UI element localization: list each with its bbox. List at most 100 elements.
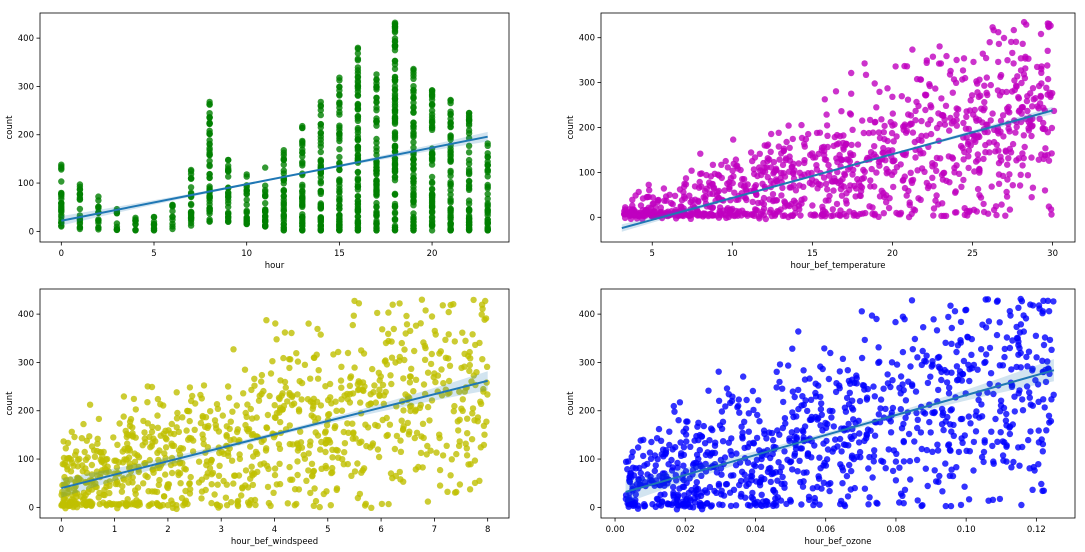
data-point bbox=[295, 408, 303, 415]
data-point bbox=[826, 192, 833, 200]
x-tick-label: 0.08 bbox=[886, 525, 905, 535]
data-point bbox=[675, 212, 682, 220]
data-point bbox=[348, 472, 355, 479]
data-point bbox=[326, 439, 334, 446]
data-point bbox=[822, 180, 830, 187]
data-point bbox=[390, 325, 397, 333]
data-point bbox=[789, 345, 796, 352]
data-point bbox=[307, 438, 314, 445]
data-point bbox=[228, 499, 235, 506]
data-point bbox=[674, 459, 681, 467]
data-point bbox=[670, 402, 677, 410]
data-point bbox=[211, 491, 218, 498]
data-point bbox=[703, 489, 711, 496]
data-point bbox=[354, 220, 362, 227]
data-point bbox=[1039, 308, 1047, 315]
data-point bbox=[336, 91, 343, 98]
data-point bbox=[883, 170, 890, 177]
data-point bbox=[893, 133, 900, 140]
data-point bbox=[955, 170, 963, 177]
data-point bbox=[932, 85, 939, 92]
data-point bbox=[815, 475, 823, 482]
data-point bbox=[955, 448, 963, 456]
data-point bbox=[388, 380, 395, 388]
data-point bbox=[947, 407, 954, 414]
data-point bbox=[439, 302, 446, 309]
data-point bbox=[354, 64, 362, 71]
data-point bbox=[680, 444, 688, 451]
data-point bbox=[1045, 308, 1053, 315]
regression-line bbox=[61, 135, 488, 222]
data-point bbox=[154, 501, 161, 508]
data-point bbox=[859, 117, 866, 124]
data-point bbox=[140, 480, 147, 487]
data-point bbox=[1001, 353, 1008, 361]
data-point bbox=[749, 198, 756, 206]
data-point bbox=[174, 409, 181, 417]
data-point bbox=[349, 420, 356, 427]
data-point bbox=[410, 144, 417, 151]
data-point bbox=[243, 190, 250, 198]
data-point bbox=[872, 118, 879, 126]
data-point bbox=[388, 354, 396, 361]
data-point bbox=[118, 488, 126, 495]
data-point bbox=[819, 427, 826, 434]
data-point bbox=[385, 309, 392, 316]
data-point bbox=[293, 350, 300, 357]
data-point bbox=[818, 485, 825, 492]
data-point bbox=[291, 502, 298, 509]
data-point bbox=[407, 327, 414, 335]
data-point bbox=[410, 104, 417, 111]
data-point bbox=[354, 186, 362, 193]
data-point bbox=[934, 354, 942, 361]
data-point bbox=[397, 437, 404, 444]
data-point bbox=[948, 369, 955, 376]
data-point bbox=[459, 329, 466, 336]
data-point bbox=[848, 69, 855, 77]
data-point bbox=[112, 475, 119, 483]
data-point bbox=[885, 446, 892, 453]
data-point bbox=[203, 473, 210, 480]
data-point bbox=[1038, 480, 1045, 488]
data-point bbox=[391, 174, 399, 181]
data-point bbox=[280, 170, 287, 177]
data-point bbox=[459, 396, 466, 403]
data-point bbox=[779, 473, 786, 481]
data-point bbox=[126, 422, 134, 429]
x-tick-label: 4 bbox=[272, 525, 277, 535]
data-point bbox=[421, 356, 429, 363]
data-point bbox=[1029, 302, 1037, 309]
data-point bbox=[845, 442, 852, 449]
data-point bbox=[823, 111, 830, 118]
data-point bbox=[829, 407, 836, 415]
data-point bbox=[795, 328, 802, 335]
data-point bbox=[58, 178, 65, 185]
data-point bbox=[970, 438, 978, 446]
data-point bbox=[314, 325, 321, 333]
data-point bbox=[76, 455, 83, 463]
data-point bbox=[664, 500, 671, 507]
data-point bbox=[1044, 75, 1052, 83]
data-point bbox=[393, 432, 401, 440]
data-point bbox=[247, 405, 254, 413]
data-point bbox=[920, 150, 927, 157]
data-point bbox=[819, 365, 826, 373]
data-point bbox=[267, 370, 275, 377]
data-point bbox=[244, 401, 251, 408]
data-point bbox=[225, 156, 232, 164]
data-point bbox=[924, 379, 932, 387]
data-point bbox=[988, 428, 995, 435]
data-point bbox=[682, 431, 690, 438]
data-point bbox=[706, 483, 714, 491]
data-point bbox=[168, 440, 175, 447]
data-point bbox=[391, 43, 399, 51]
data-point bbox=[150, 221, 158, 228]
data-point bbox=[358, 347, 365, 354]
y-tick-label: 0 bbox=[590, 213, 595, 223]
data-point bbox=[881, 193, 888, 201]
data-point bbox=[622, 204, 629, 211]
data-point bbox=[680, 462, 687, 469]
data-point bbox=[446, 362, 454, 369]
data-point bbox=[883, 199, 890, 206]
data-point bbox=[455, 427, 462, 434]
